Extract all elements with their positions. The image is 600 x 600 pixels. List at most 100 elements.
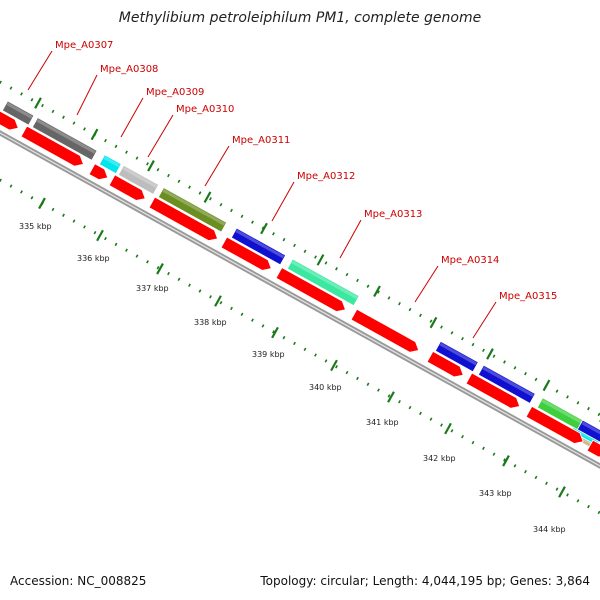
cds-arrow-12[interactable] bbox=[586, 439, 600, 460]
minor-tick-upper bbox=[240, 214, 244, 219]
minor-tick-upper bbox=[587, 406, 590, 411]
gene-bar-Mpe_A0313[interactable] bbox=[286, 258, 360, 307]
major-tick-upper bbox=[203, 191, 212, 203]
minor-tick-upper bbox=[335, 267, 338, 271]
minor-tick-upper bbox=[366, 284, 370, 288]
cds-arrow-8[interactable] bbox=[350, 308, 422, 355]
gene-bar-Mpe_A0312-highlight bbox=[235, 229, 285, 259]
minor-tick-lower bbox=[0, 178, 2, 182]
gene-label-Mpe_A0312[interactable]: Mpe_A0312 bbox=[297, 171, 355, 182]
gene-bar-Mpe_A0314[interactable] bbox=[434, 340, 479, 373]
gene-bar-Mpe_A0309-shape bbox=[98, 154, 122, 175]
kbp-label: 336 kbp bbox=[77, 254, 110, 263]
major-tick-lower bbox=[214, 295, 222, 307]
minor-tick-lower bbox=[366, 382, 370, 386]
gene-label-Mpe_A0310[interactable]: Mpe_A0310 bbox=[176, 104, 234, 115]
gene-bar-Mpe_A0309[interactable] bbox=[98, 154, 122, 175]
major-tick-upper bbox=[316, 254, 325, 266]
cds-arrow-9[interactable] bbox=[426, 350, 466, 380]
minor-tick-lower bbox=[545, 481, 548, 486]
minor-tick-upper bbox=[293, 243, 296, 248]
minor-tick-lower bbox=[597, 510, 600, 515]
kbp-label: 342 kbp bbox=[423, 454, 456, 463]
gene-bar-Mpe_A0309-highlight bbox=[103, 156, 120, 168]
cds-arrow-2[interactable] bbox=[20, 125, 86, 169]
gene-label-Mpe_A0313[interactable]: Mpe_A0313 bbox=[364, 209, 422, 220]
minor-tick-lower bbox=[51, 207, 55, 212]
cds-arrow-4-shape bbox=[108, 174, 146, 201]
kbp-label: 340 kbp bbox=[309, 383, 342, 392]
cds-arrow-10[interactable] bbox=[465, 372, 523, 412]
minor-tick-lower bbox=[72, 219, 76, 223]
gene-bar-Mpe_A0312[interactable] bbox=[230, 227, 287, 266]
leader-line-Mpe_A0315 bbox=[472, 301, 497, 339]
minor-tick-upper bbox=[492, 354, 496, 358]
minor-tick-lower bbox=[188, 283, 191, 287]
minor-tick-lower bbox=[282, 335, 286, 340]
gene-bar-Mpe_A0307[interactable] bbox=[1, 100, 35, 126]
cds-arrow-6[interactable] bbox=[220, 236, 274, 274]
kbp-label: 344 kbp bbox=[533, 525, 566, 534]
gene-label-Mpe_A0307[interactable]: Mpe_A0307 bbox=[55, 40, 113, 51]
major-tick-upper bbox=[542, 379, 551, 392]
cds-arrow-4[interactable] bbox=[108, 174, 148, 204]
cds-arrow-5[interactable] bbox=[148, 196, 220, 244]
minor-tick-lower bbox=[209, 295, 212, 299]
cds-arrow-3[interactable] bbox=[88, 163, 111, 183]
leader-line-Mpe_A0313 bbox=[339, 219, 362, 259]
genome-summary-text: Topology: circular; Length: 4,044,195 bp… bbox=[260, 574, 590, 588]
gene-bar-Mpe_A0310[interactable] bbox=[117, 164, 160, 195]
gene-label-Mpe_A0309[interactable]: Mpe_A0309 bbox=[146, 87, 204, 98]
minor-tick-upper bbox=[377, 290, 380, 294]
minor-tick-upper bbox=[419, 313, 422, 318]
minor-tick-upper bbox=[125, 150, 128, 154]
minor-tick-upper bbox=[272, 232, 275, 236]
gene-label-Mpe_A0311[interactable]: Mpe_A0311 bbox=[232, 135, 290, 146]
minor-tick-lower bbox=[471, 440, 475, 445]
minor-tick-upper bbox=[461, 336, 464, 341]
minor-tick-upper bbox=[524, 371, 527, 376]
kbp-label: 341 kbp bbox=[366, 418, 399, 427]
minor-tick-upper bbox=[41, 103, 44, 108]
minor-tick-upper bbox=[597, 412, 600, 417]
leader-line-Mpe_A0314 bbox=[414, 265, 439, 303]
gene-bar-Mpe_A0315[interactable] bbox=[477, 364, 536, 404]
major-tick-lower bbox=[330, 359, 338, 372]
cds-arrow-11[interactable] bbox=[525, 405, 586, 447]
leader-line-Mpe_A0311 bbox=[204, 145, 230, 187]
minor-tick-upper bbox=[261, 226, 265, 230]
minor-tick-lower bbox=[177, 277, 181, 282]
minor-tick-upper bbox=[146, 162, 149, 166]
leader-line-Mpe_A0309 bbox=[120, 97, 144, 138]
minor-tick-upper bbox=[135, 156, 139, 160]
gene-bar-Mpe_A0310-shape bbox=[117, 164, 160, 195]
gene-label-Mpe_A0315[interactable]: Mpe_A0315 bbox=[499, 291, 557, 302]
cds-arrow-12-shape bbox=[586, 439, 600, 458]
minor-tick-lower bbox=[20, 190, 23, 194]
gene-bar-Mpe_A0307-shape bbox=[1, 100, 35, 126]
gene-label-Mpe_A0314[interactable]: Mpe_A0314 bbox=[441, 255, 499, 266]
leader-line-Mpe_A0312 bbox=[271, 181, 295, 222]
cds-arrow-1[interactable] bbox=[0, 107, 21, 133]
minor-tick-upper bbox=[282, 237, 286, 242]
cds-arrow-7[interactable] bbox=[275, 267, 348, 315]
major-tick-upper bbox=[373, 285, 381, 298]
gene-bar-Mpe_A0308[interactable] bbox=[31, 117, 98, 161]
cds-arrow-11-shape bbox=[525, 405, 584, 444]
major-tick-lower bbox=[38, 197, 46, 210]
minor-tick-lower bbox=[377, 388, 380, 392]
minor-tick-lower bbox=[461, 434, 464, 439]
gene-bar-Mpe_A0311[interactable] bbox=[157, 187, 228, 233]
gene-bar-Mpe_A0315-shape bbox=[477, 364, 536, 404]
gene-bar-Mpe_A0311-shape bbox=[157, 187, 228, 233]
gene-bar-Mpe_A0312-shape bbox=[230, 227, 287, 266]
minor-tick-upper bbox=[503, 360, 506, 364]
minor-tick-lower bbox=[566, 493, 569, 497]
minor-tick-upper bbox=[303, 249, 307, 253]
minor-tick-upper bbox=[230, 208, 233, 213]
kbp-label: 337 kbp bbox=[136, 284, 169, 293]
gene-label-Mpe_A0308[interactable]: Mpe_A0308 bbox=[100, 64, 158, 75]
minor-tick-upper bbox=[9, 86, 13, 90]
minor-tick-upper bbox=[440, 325, 443, 329]
